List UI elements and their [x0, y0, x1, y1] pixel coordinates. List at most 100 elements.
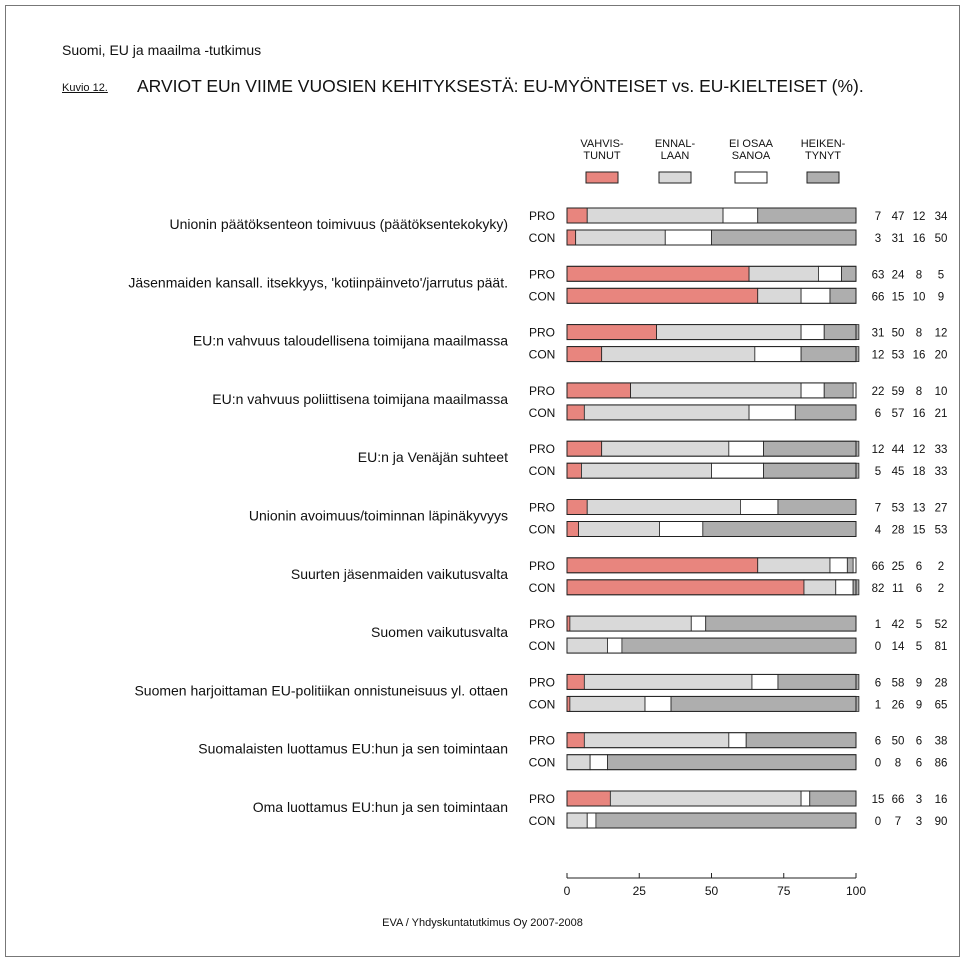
- bar-segment: [566, 346, 603, 363]
- bar-segment: [728, 732, 747, 749]
- bar-segment: [569, 696, 646, 712]
- category-label: Jäsenmaiden kansall. itsekkyys, 'kotiinp…: [128, 274, 508, 290]
- group-label: PRO: [529, 209, 555, 223]
- value-label: 21: [935, 408, 948, 420]
- legend-label: TUNUT: [583, 150, 621, 162]
- value-label: 15: [872, 794, 885, 806]
- value-label: 6: [916, 583, 922, 595]
- bar-segment: [823, 382, 854, 399]
- bar-segment: [607, 754, 857, 771]
- value-label: 57: [892, 408, 905, 420]
- bar-outline: [566, 499, 857, 515]
- value-label: 8: [916, 269, 922, 281]
- value-label: 25: [892, 561, 905, 573]
- value-label: 34: [935, 211, 948, 223]
- value-label: 45: [892, 466, 905, 478]
- x-tick-label: 100: [846, 884, 866, 898]
- value-label: 24: [892, 269, 905, 281]
- legend-swatch: [585, 171, 619, 184]
- value-label: 1: [875, 699, 881, 711]
- group-label: CON: [529, 814, 556, 828]
- bar-outline: [566, 382, 857, 399]
- bar-segment: [566, 287, 759, 304]
- bar-segment: [566, 812, 588, 829]
- value-label: 8: [916, 328, 922, 340]
- bar-segment: [586, 812, 597, 829]
- bar-segment: [566, 557, 759, 574]
- chart-title: ARVIOT EUn VIIME VUOSIEN KEHITYKSESTÄ: E…: [137, 76, 864, 96]
- survey-name: Suomi, EU ja maailma -tutkimus: [62, 42, 262, 58]
- bar-segment: [589, 754, 608, 771]
- value-label: 5: [916, 641, 922, 653]
- bar-outline: [566, 732, 857, 749]
- value-label: 5: [875, 466, 881, 478]
- bar-segment: [581, 462, 712, 479]
- bar-segment: [800, 790, 811, 807]
- value-label: 53: [892, 350, 905, 362]
- bar-segment: [566, 790, 611, 807]
- value-label: 58: [892, 677, 905, 689]
- group-label: PRO: [529, 326, 555, 340]
- bar-segment: [566, 382, 631, 399]
- value-label: 16: [913, 408, 926, 420]
- value-label: 3: [916, 816, 922, 828]
- bar-segment: [763, 440, 860, 457]
- bar-segment: [583, 674, 753, 690]
- value-label: 10: [935, 386, 948, 398]
- bar-segment: [800, 346, 860, 363]
- category-label: Suurten jäsenmaiden vaikutusvalta: [291, 566, 508, 582]
- value-label: 66: [872, 561, 885, 573]
- value-label: 66: [872, 291, 885, 303]
- value-label: 2: [938, 561, 944, 573]
- bar-segment: [690, 615, 707, 632]
- value-label: 13: [913, 503, 926, 515]
- bar-segment: [754, 346, 802, 363]
- group-label: PRO: [529, 442, 555, 456]
- bar-segment: [702, 521, 857, 537]
- bar-segment: [835, 579, 854, 596]
- bar-segment: [566, 521, 579, 537]
- bar-segment: [722, 207, 759, 224]
- category-label: EU:n vahvuus taloudellisena toimijana ma…: [193, 333, 508, 349]
- value-label: 6: [875, 408, 881, 420]
- category-label: Unionin avoimuus/toiminnan läpinäkyvyys: [249, 508, 508, 524]
- bar-segment: [728, 440, 764, 457]
- category-label: EU:n vahvuus poliittisena toimijana maai…: [212, 391, 508, 407]
- value-label: 90: [935, 816, 948, 828]
- bar-outline: [566, 440, 857, 457]
- bar-segment: [566, 324, 657, 341]
- bar-segment: [621, 637, 857, 654]
- bar-segment: [800, 287, 831, 304]
- value-label: 38: [935, 736, 948, 748]
- bar-segment: [829, 287, 857, 304]
- value-label: 6: [916, 736, 922, 748]
- value-label: 8: [895, 758, 901, 770]
- value-label: 3: [916, 794, 922, 806]
- group-label: PRO: [529, 792, 555, 806]
- value-label: 0: [875, 758, 881, 770]
- bar-segment: [748, 404, 796, 421]
- bar-outline: [566, 265, 857, 282]
- bar-outline: [566, 462, 857, 479]
- bar-segment: [757, 207, 857, 224]
- value-label: 22: [872, 386, 885, 398]
- value-label: 12: [913, 211, 926, 223]
- value-label: 15: [892, 291, 905, 303]
- bar-segment: [586, 499, 741, 515]
- group-label: CON: [529, 231, 556, 245]
- bar-segment: [818, 265, 842, 282]
- group-label: PRO: [529, 559, 555, 573]
- value-label: 20: [935, 350, 948, 362]
- bar-segment: [803, 579, 837, 596]
- value-label: 14: [892, 641, 905, 653]
- value-label: 1: [875, 619, 881, 631]
- value-label: 33: [935, 466, 948, 478]
- value-label: 86: [935, 758, 948, 770]
- value-label: 31: [872, 328, 885, 340]
- source-note: EVA / Yhdyskuntatutkimus Oy 2007-2008: [382, 917, 583, 929]
- value-label: 12: [913, 444, 926, 456]
- group-label: CON: [529, 289, 556, 303]
- bar-segment: [763, 462, 860, 479]
- value-label: 65: [935, 699, 948, 711]
